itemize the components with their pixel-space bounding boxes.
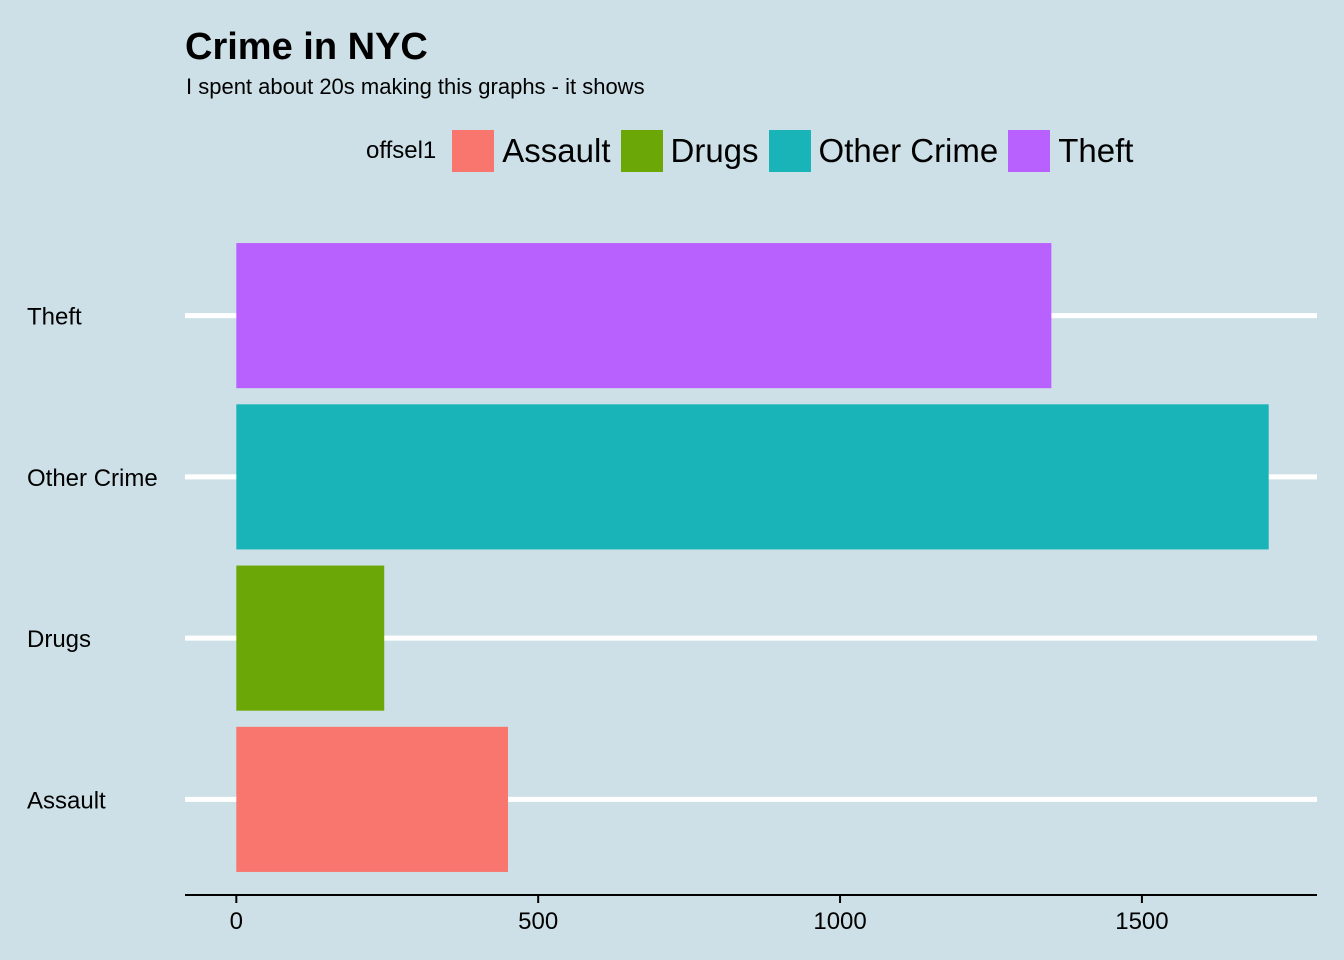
bar-theft [236, 243, 1052, 389]
legend-label-drugs: Drugs [670, 132, 759, 169]
legend-item-other-crime: Other Crime [768, 130, 999, 172]
legend-item-theft: Theft [1008, 130, 1133, 172]
legend-swatch-assault [452, 130, 495, 172]
bar-other-crime [236, 404, 1269, 550]
legend-label-theft: Theft [1058, 132, 1134, 169]
legend-swatch-theft [1008, 130, 1051, 172]
legend-swatch-drugs [620, 130, 663, 172]
y-tick-label-theft: Theft [27, 304, 82, 331]
legend-item-drugs: Drugs [620, 130, 759, 172]
y-tick-label-assault: Assault [27, 787, 106, 814]
y-tick-label-drugs: Drugs [27, 626, 91, 653]
legend: offsel1 Assault Drugs Other Crime Theft [366, 128, 1143, 174]
x-tick-label-500: 500 [518, 908, 558, 935]
legend-label-other-crime: Other Crime [818, 132, 999, 169]
chart-title: Crime in NYC [185, 26, 428, 68]
x-tick-label-1500: 1500 [1115, 908, 1168, 935]
legend-swatch-other-crime [768, 130, 811, 172]
bar-drugs [236, 565, 385, 711]
bar-assault [236, 726, 508, 872]
x-tick-label-0: 0 [230, 908, 243, 935]
chart-subtitle: I spent about 20s making this graphs - i… [186, 74, 645, 99]
y-tick-label-other-crime: Other Crime [27, 465, 158, 492]
legend-title: offsel1 [366, 137, 437, 164]
x-tick-label-1000: 1000 [813, 908, 866, 935]
legend-label-assault: Assault [502, 132, 611, 169]
legend-item-assault: Assault [452, 130, 611, 172]
